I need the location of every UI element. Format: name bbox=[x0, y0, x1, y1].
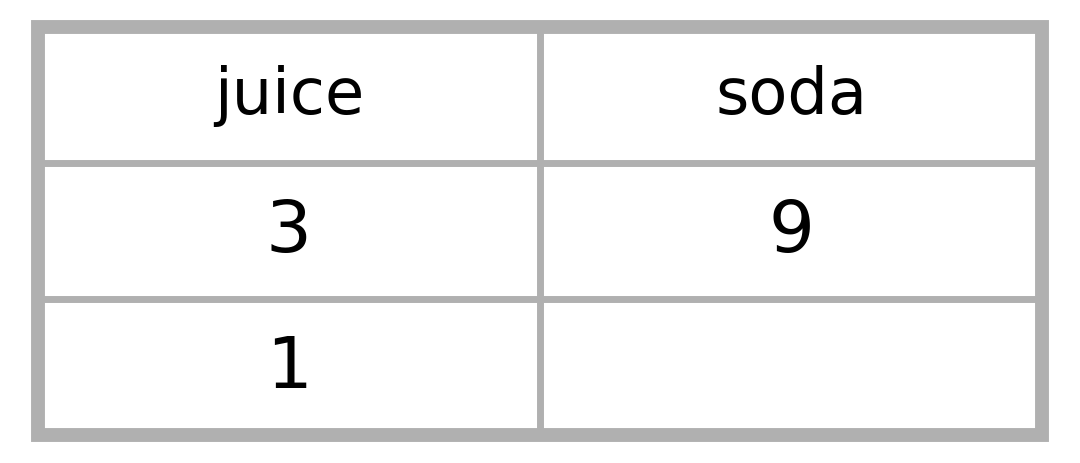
Text: soda: soda bbox=[715, 65, 867, 126]
Bar bbox=[38, 28, 1042, 435]
Text: juice: juice bbox=[214, 65, 364, 126]
Text: 3: 3 bbox=[266, 197, 312, 266]
Text: 1: 1 bbox=[266, 333, 312, 402]
Text: 9: 9 bbox=[768, 197, 814, 266]
